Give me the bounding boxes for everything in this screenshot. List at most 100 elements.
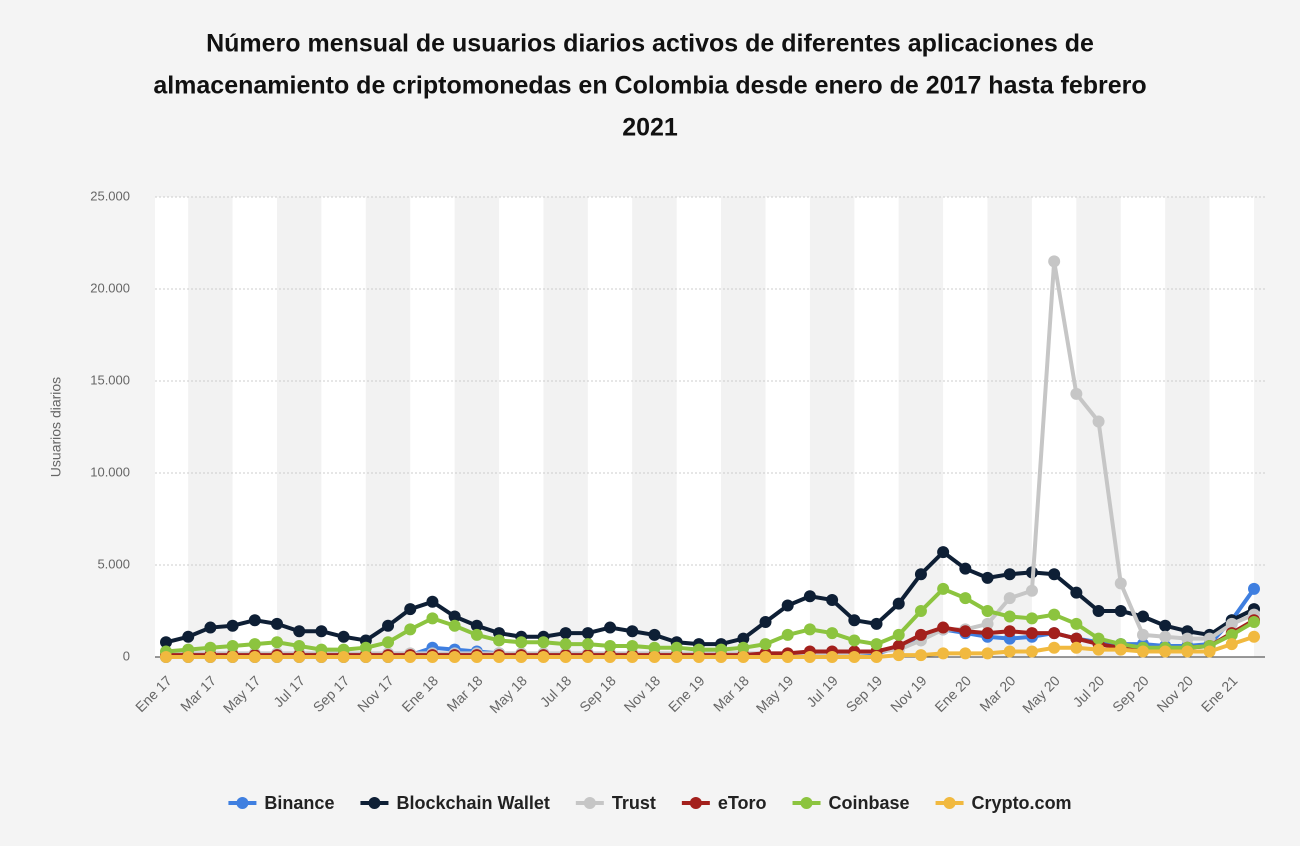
legend-swatch [236,797,249,809]
data-point [382,619,395,632]
data-point [892,597,905,610]
x-tick-label: Ene 19 [665,672,708,715]
data-point [315,625,328,638]
data-point [848,634,861,647]
data-point [160,636,172,649]
data-point [1025,645,1038,658]
data-point [1092,605,1105,617]
data-point [914,649,927,662]
data-point [737,651,750,663]
legend-label: Coinbase [829,793,910,813]
data-point [1225,628,1238,641]
y-tick-label: 20.000 [90,280,130,295]
data-point [870,617,883,630]
data-point [803,623,816,636]
data-point [515,651,528,663]
data-point [359,651,372,663]
plot-band [765,197,810,657]
data-point [226,619,239,632]
data-point [1070,387,1083,400]
data-point [1048,641,1061,654]
data-point [1025,612,1038,625]
data-point [470,628,483,641]
y-tick-label: 5.000 [97,556,130,571]
data-point [470,619,483,632]
data-point [337,630,350,643]
data-point [537,636,550,649]
data-point [626,625,639,638]
data-point [581,627,594,640]
legend-label: Crypto.com [972,793,1072,813]
chart-title: 2021 [622,114,678,142]
data-point [1025,584,1038,597]
data-point [604,621,617,634]
data-point [914,568,927,581]
x-tick-label: Ene 21 [1198,672,1241,715]
data-point [1114,605,1127,617]
data-point [537,651,550,663]
x-tick-label: Sep 18 [576,672,619,715]
data-point [737,632,750,645]
x-tick-label: Mar 18 [443,672,485,714]
data-point [204,641,217,654]
x-tick-label: Nov 18 [621,672,664,715]
data-point [826,627,839,640]
data-point [959,592,972,605]
data-point [204,651,217,663]
data-point [848,651,861,663]
data-point [1181,632,1194,645]
data-point [826,593,839,606]
data-point [1003,592,1016,605]
plot-band [898,197,944,657]
legend-label: Trust [612,793,656,813]
x-tick-label: Jul 20 [1070,672,1108,710]
data-point [1114,643,1127,656]
data-point [803,590,816,603]
data-point [271,651,284,663]
x-tick-label: Sep 20 [1109,672,1152,715]
plot-band [232,197,278,657]
data-point [959,562,972,575]
data-point [559,627,572,640]
plot-band [499,197,544,657]
data-point [182,651,195,663]
data-point [1070,617,1083,630]
data-point [404,623,417,636]
data-point [1048,255,1061,268]
plot-band [587,197,633,657]
data-point [670,641,683,654]
data-point [914,628,927,641]
data-point [470,651,483,663]
data-point [426,651,439,663]
data-point [937,647,950,660]
x-tick-label: May 18 [486,672,530,716]
data-point [1070,632,1083,645]
x-tick-label: Ene 18 [398,672,441,715]
plot-band [365,197,411,657]
data-point [781,651,794,663]
data-point [981,605,994,617]
data-point [1092,415,1105,428]
data-point [1114,577,1127,590]
data-point [737,641,750,654]
data-point [1136,645,1149,658]
data-point [892,649,905,662]
data-point [271,617,284,630]
data-point [426,595,439,608]
data-point [493,634,506,647]
data-point [1136,628,1149,641]
data-point [1048,608,1061,621]
data-point [715,651,728,663]
chart-title: Número mensual de usuarios diarios activ… [206,30,1094,58]
data-point [981,627,994,640]
legend-item: Crypto.com [935,793,1072,813]
data-point [803,651,816,663]
legend-label: eToro [718,793,767,813]
data-point [981,647,994,660]
plot-band [809,197,855,657]
x-tick-label: Ene 20 [931,672,974,715]
data-point [892,639,905,652]
x-tick-label: May 19 [753,672,797,716]
data-point [1225,638,1238,651]
